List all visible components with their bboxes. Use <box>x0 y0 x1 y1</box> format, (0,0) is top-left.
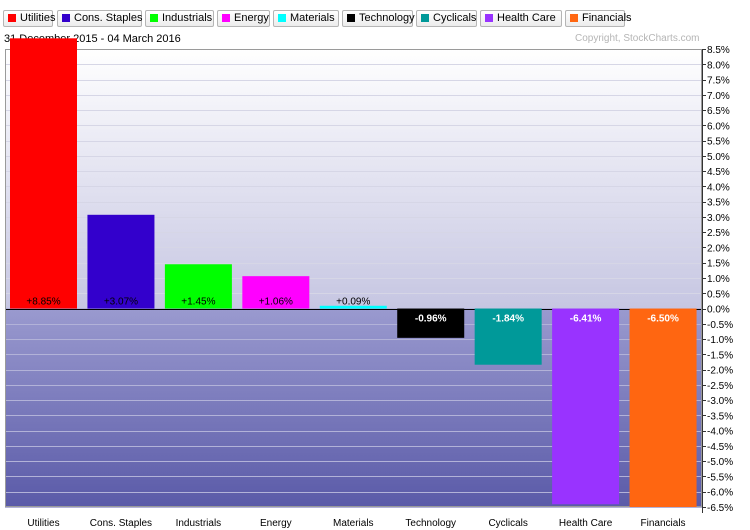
y-tick-label: -6.0% <box>707 488 733 499</box>
y-tick-label: 3.5% <box>707 198 730 209</box>
legend-item-health-care[interactable]: Health Care <box>480 10 562 27</box>
x-tick-label-technology: Technology <box>405 518 456 529</box>
y-tick-label: 1.0% <box>707 274 730 285</box>
legend-label: Financials <box>582 12 632 24</box>
y-tick-label: -4.0% <box>707 427 733 438</box>
legend-item-financials[interactable]: Financials <box>565 10 632 27</box>
legend-item-cons-staples[interactable]: Cons. Staples <box>57 10 142 27</box>
y-tick-label: 2.5% <box>707 228 730 239</box>
data-label-cons-staples: +3.07% <box>104 297 138 308</box>
y-tick-label: 1.5% <box>707 259 730 270</box>
bar-health-care <box>552 308 620 505</box>
y-tick-label: 7.5% <box>707 76 730 87</box>
x-tick-label-cyclicals: Cyclicals <box>488 518 527 529</box>
legend-label: Materials <box>290 12 335 24</box>
y-tick-label: -0.5% <box>707 320 733 331</box>
y-tick-label: 0.5% <box>707 289 730 300</box>
legend-swatch <box>222 14 230 22</box>
bar-energy <box>242 276 310 309</box>
legend-label: Technology <box>359 12 415 24</box>
x-tick-label-industrials: Industrials <box>176 518 222 529</box>
data-label-materials: +0.09% <box>336 297 370 308</box>
bar-cons-staples <box>87 214 155 309</box>
x-tick-label-utilities: Utilities <box>27 518 59 529</box>
y-tick-label: -5.5% <box>707 472 733 483</box>
data-label-health-care: -6.41% <box>570 314 602 325</box>
y-tick-label: -5.0% <box>707 457 733 468</box>
data-label-cyclicals: -1.84% <box>492 314 524 325</box>
legend-item-technology[interactable]: Technology <box>342 10 415 27</box>
y-tick-label: 2.0% <box>707 243 730 254</box>
data-label-utilities: +8.85% <box>26 297 60 308</box>
legend-label: Utilities <box>20 12 56 24</box>
y-tick-label: -1.0% <box>707 335 733 346</box>
y-tick-label: 8.0% <box>707 60 730 71</box>
legend-swatch <box>278 14 286 22</box>
legend-item-energy[interactable]: Energy <box>217 10 270 27</box>
x-tick-label-energy: Energy <box>260 518 292 529</box>
y-tick-label: 4.5% <box>707 167 730 178</box>
x-tick-label-cons-staples: Cons. Staples <box>90 518 152 529</box>
y-tick-label: -3.0% <box>707 396 733 407</box>
bar-materials <box>319 305 387 309</box>
y-tick-label: 4.0% <box>707 182 730 193</box>
legend-label: Cyclicals <box>433 12 477 24</box>
data-label-technology: -0.96% <box>415 314 447 325</box>
data-label-industrials: +1.45% <box>181 297 215 308</box>
legend-item-materials[interactable]: Materials <box>273 10 339 27</box>
x-tick-label-health-care: Health Care <box>559 518 613 529</box>
legend-label: Energy <box>234 12 269 24</box>
legend-swatch <box>8 14 16 22</box>
plot-frame <box>5 49 702 507</box>
legend-swatch <box>570 14 578 22</box>
y-tick-label: 0.0% <box>707 305 730 316</box>
bar-utilities <box>10 38 77 309</box>
legend-item-cyclicals[interactable]: Cyclicals <box>416 10 477 27</box>
y-tick-label: -3.5% <box>707 411 733 422</box>
x-tick-label-materials: Materials <box>333 518 374 529</box>
bar-technology <box>397 308 465 338</box>
legend-label: Health Care <box>497 12 556 24</box>
data-label-energy: +1.06% <box>259 297 293 308</box>
legend-swatch <box>421 14 429 22</box>
y-tick-label: 6.5% <box>707 106 730 117</box>
y-tick-label: -4.5% <box>707 442 733 453</box>
legend-swatch <box>62 14 70 22</box>
y-tick-label: 5.0% <box>707 152 730 163</box>
y-tick-label: 7.0% <box>707 91 730 102</box>
y-tick-label: 6.0% <box>707 121 730 132</box>
y-tick-label: -2.5% <box>707 381 733 392</box>
y-tick-label: 8.5% <box>707 45 730 56</box>
y-tick-label: 3.0% <box>707 213 730 224</box>
legend-item-utilities[interactable]: Utilities <box>3 10 56 27</box>
data-label-financials: -6.50% <box>647 314 679 325</box>
chart-legend: Utilities Cons. Staples Industrials Energy M… <box>0 0 750 31</box>
y-tick-label: -1.5% <box>707 350 733 361</box>
bar-industrials <box>164 264 232 309</box>
legend-swatch <box>347 14 355 22</box>
copyright-notice: Copyright, StockCharts.com <box>575 33 700 44</box>
x-tick-label-financials: Financials <box>641 518 686 529</box>
legend-label: Cons. Staples <box>74 12 143 24</box>
legend-item-industrials[interactable]: Industrials <box>145 10 214 27</box>
y-tick-label: 5.5% <box>707 137 730 148</box>
legend-swatch <box>485 14 493 22</box>
bar-financials <box>629 308 697 507</box>
legend-swatch <box>150 14 158 22</box>
legend-label: Industrials <box>162 12 213 24</box>
bar-cyclicals <box>474 308 542 365</box>
y-tick-label: -6.5% <box>707 503 733 514</box>
y-tick-label: -2.0% <box>707 366 733 377</box>
